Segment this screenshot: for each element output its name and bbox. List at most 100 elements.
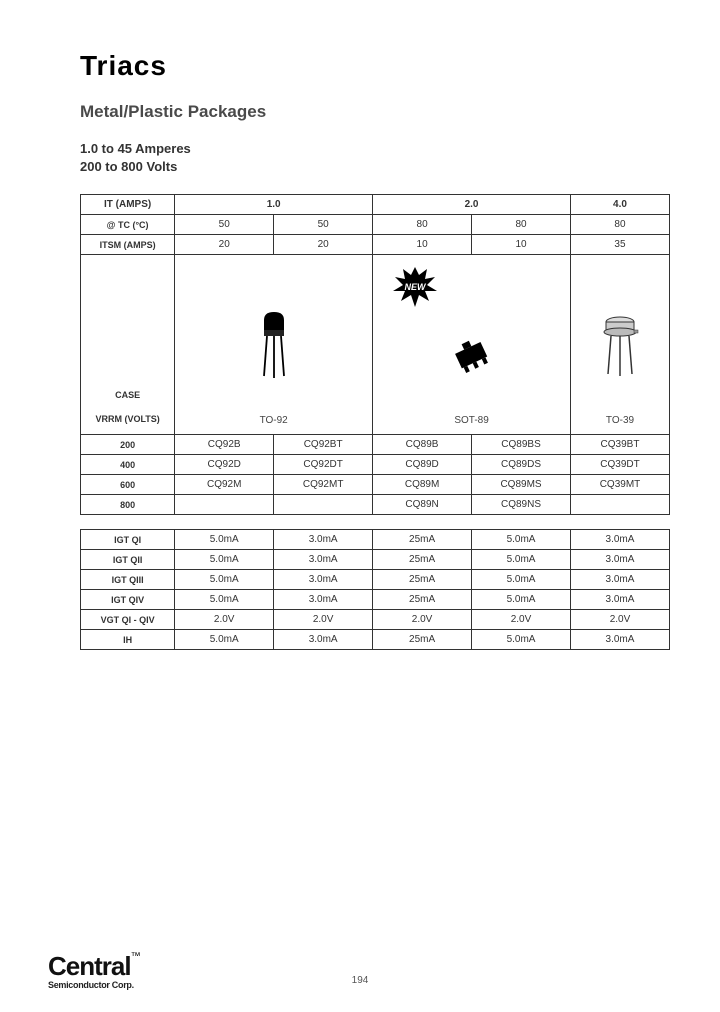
param-value-cell: 3.0mA — [570, 570, 669, 590]
page-subtitle: Metal/Plastic Packages — [80, 102, 670, 122]
param-value-cell: 3.0mA — [274, 570, 373, 590]
vrrm-value: 400 — [81, 455, 175, 475]
vrrm-row: 800 CQ89NCQ89NS — [81, 495, 670, 515]
tc-3: 80 — [472, 215, 571, 235]
spec-table-2: IGT QI5.0mA3.0mA25mA5.0mA3.0mAIGT QII5.0… — [80, 529, 670, 650]
param-value-cell: 5.0mA — [175, 550, 274, 570]
part-number-cell: CQ92BT — [274, 435, 373, 455]
new-burst-icon: NEW — [391, 265, 439, 309]
vrrm-value: 800 — [81, 495, 175, 515]
param-value-cell: 3.0mA — [570, 630, 669, 650]
vrrm-value: 200 — [81, 435, 175, 455]
it-row: IT (AMPS) 1.0 2.0 4.0 — [81, 195, 670, 215]
param-value-cell: 3.0mA — [570, 590, 669, 610]
page-footer: Central™ Semiconductor Corp. 194 — [48, 951, 672, 990]
param-value-cell: 3.0mA — [274, 590, 373, 610]
param-value-cell: 25mA — [373, 570, 472, 590]
tc-4: 80 — [570, 215, 669, 235]
itsm-2: 10 — [373, 235, 472, 255]
param-value-cell: 2.0V — [274, 610, 373, 630]
param-label: VGT QI - QIV — [81, 610, 175, 630]
param-row: IGT QII5.0mA3.0mA25mA5.0mA3.0mA — [81, 550, 670, 570]
vrrm-row: 400CQ92DCQ92DTCQ89DCQ89DSCQ39DT — [81, 455, 670, 475]
itsm-4: 35 — [570, 235, 669, 255]
param-row: IH5.0mA3.0mA25mA5.0mA3.0mA — [81, 630, 670, 650]
param-value-cell: 5.0mA — [175, 530, 274, 550]
param-row: IGT QIV5.0mA3.0mA25mA5.0mA3.0mA — [81, 590, 670, 610]
case-vrrm-header: CASE VRRM (VOLTS) — [81, 255, 175, 435]
param-value-cell: 25mA — [373, 530, 472, 550]
itsm-3: 10 — [472, 235, 571, 255]
part-number-cell — [570, 495, 669, 515]
part-number-cell: CQ89BS — [472, 435, 571, 455]
spec-block: 1.0 to 45 Amperes 200 to 800 Volts — [80, 140, 670, 176]
package-cell-to92: TO-92 — [175, 255, 373, 435]
itsm-header: ITSM (AMPS) — [81, 235, 175, 255]
spec-volts: 200 to 800 Volts — [80, 158, 670, 176]
param-value-cell: 5.0mA — [175, 570, 274, 590]
param-row: VGT QI - QIV2.0V2.0V2.0V2.0V2.0V — [81, 610, 670, 630]
package-cell-to39: TO-39 — [570, 255, 669, 435]
param-value-cell: 3.0mA — [274, 530, 373, 550]
param-value-cell: 5.0mA — [175, 630, 274, 650]
it-val-2: 4.0 — [570, 195, 669, 215]
param-value-cell: 25mA — [373, 590, 472, 610]
spec-table-1: IT (AMPS) 1.0 2.0 4.0 @ TC (°C) 50 50 80… — [80, 194, 670, 515]
page: Triacs Metal/Plastic Packages 1.0 to 45 … — [0, 0, 720, 650]
page-number: 194 — [352, 975, 369, 986]
itsm-0: 20 — [175, 235, 274, 255]
vrrm-row: 200CQ92BCQ92BTCQ89BCQ89BSCQ39BT — [81, 435, 670, 455]
tc-0: 50 — [175, 215, 274, 235]
tc-2: 80 — [373, 215, 472, 235]
param-value-cell: 2.0V — [472, 610, 571, 630]
sot89-icon — [442, 327, 502, 387]
part-number-cell: CQ92M — [175, 475, 274, 495]
new-text: NEW — [405, 282, 428, 292]
param-label: IGT QIV — [81, 590, 175, 610]
param-row: IGT QI5.0mA3.0mA25mA5.0mA3.0mA — [81, 530, 670, 550]
part-number-cell: CQ89N — [373, 495, 472, 515]
param-value-cell: 5.0mA — [472, 630, 571, 650]
param-label: IGT QII — [81, 550, 175, 570]
param-value-cell: 2.0V — [175, 610, 274, 630]
tc-row: @ TC (°C) 50 50 80 80 80 — [81, 215, 670, 235]
param-value-cell: 3.0mA — [274, 630, 373, 650]
vrrm-value: 600 — [81, 475, 175, 495]
param-value-cell: 5.0mA — [472, 530, 571, 550]
part-number-cell: CQ92MT — [274, 475, 373, 495]
it-val-1: 2.0 — [373, 195, 571, 215]
part-number-cell: CQ92B — [175, 435, 274, 455]
param-value-cell: 2.0V — [570, 610, 669, 630]
part-number-cell: CQ89MS — [472, 475, 571, 495]
page-title: Triacs — [80, 50, 670, 82]
tc-1: 50 — [274, 215, 373, 235]
param-value-cell: 5.0mA — [472, 590, 571, 610]
part-number-cell: CQ89NS — [472, 495, 571, 515]
part-number-cell: CQ92D — [175, 455, 274, 475]
param-value-cell: 25mA — [373, 550, 472, 570]
part-number-cell: CQ89D — [373, 455, 472, 475]
param-value-cell: 5.0mA — [175, 590, 274, 610]
package-cell-sot89: NEW SOT-89 — [373, 255, 571, 435]
part-number-cell: CQ39MT — [570, 475, 669, 495]
it-header: IT (AMPS) — [81, 195, 175, 215]
brand-tm: ™ — [131, 951, 141, 962]
case-label: CASE — [83, 390, 172, 400]
part-number-cell: CQ89M — [373, 475, 472, 495]
tc-header: @ TC (°C) — [81, 215, 175, 235]
param-value-cell: 25mA — [373, 630, 472, 650]
it-val-0: 1.0 — [175, 195, 373, 215]
pkg-cap-0: TO-92 — [175, 415, 372, 426]
part-number-cell: CQ39BT — [570, 435, 669, 455]
itsm-row: ITSM (AMPS) 20 20 10 10 35 — [81, 235, 670, 255]
part-number-cell: CQ92DT — [274, 455, 373, 475]
spec-amperes: 1.0 to 45 Amperes — [80, 140, 670, 158]
package-row: CASE VRRM (VOLTS) TO-92 NEW — [81, 255, 670, 435]
brand-name: Central — [48, 951, 131, 981]
part-number-cell — [274, 495, 373, 515]
param-row: IGT QIII5.0mA3.0mA25mA5.0mA3.0mA — [81, 570, 670, 590]
param-value-cell: 3.0mA — [274, 550, 373, 570]
part-number-cell: CQ39DT — [570, 455, 669, 475]
to39-icon — [595, 308, 645, 382]
param-value-cell: 3.0mA — [570, 530, 669, 550]
